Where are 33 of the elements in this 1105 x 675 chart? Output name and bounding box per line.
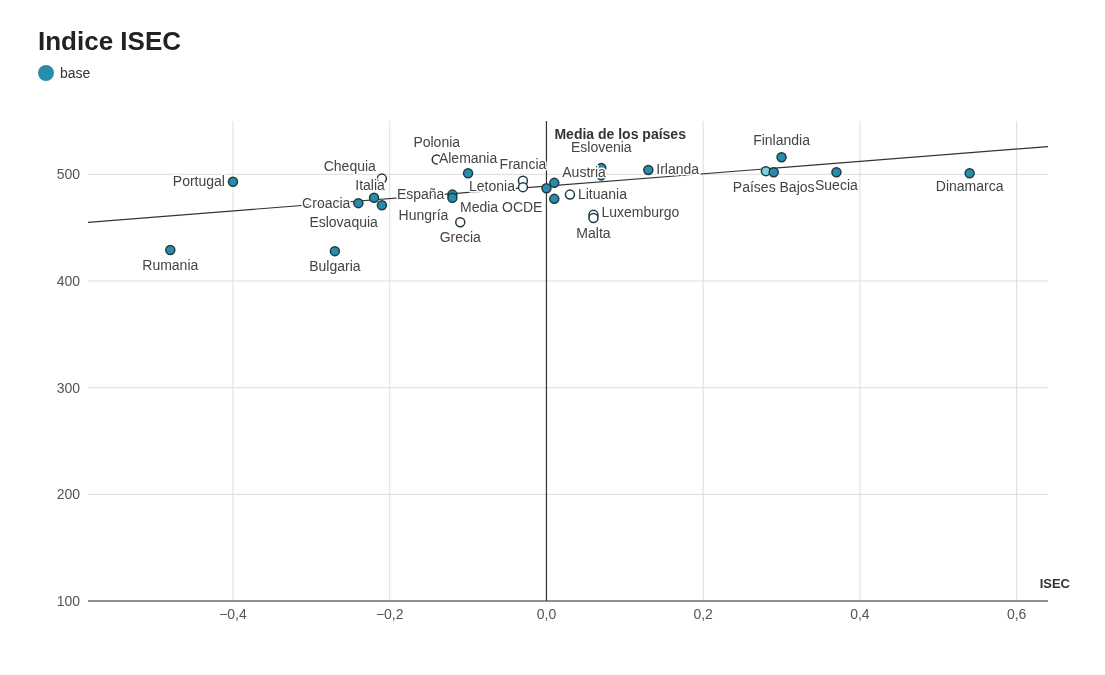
legend-label: base	[59, 65, 91, 81]
y-tick-label: 400	[56, 272, 81, 289]
annotation: Portugal	[172, 172, 225, 189]
annotation: Bulgaria	[309, 258, 361, 275]
annotation: Dinamarca	[935, 178, 1004, 195]
y-tick-label: 300	[56, 379, 81, 396]
annotation: Luxemburgo	[601, 203, 680, 220]
annotation: Finlandia	[753, 132, 811, 149]
annotation: Suecia	[815, 177, 859, 194]
annotation: Rumania	[142, 257, 199, 274]
x-axis-title: ISEC	[1039, 576, 1071, 592]
y-tick-label: 200	[56, 486, 81, 503]
chart-title: Indice ISEC	[37, 25, 183, 57]
y-tick-label: 500	[56, 166, 81, 183]
annotation: Eslovaquia	[309, 214, 379, 231]
x-tick-label: 0,6	[1006, 605, 1027, 622]
annotation: Grecia	[439, 229, 482, 246]
annotation: Polonia	[413, 134, 461, 151]
annotation: Media OCDE	[459, 199, 543, 216]
annotation: Letonia	[469, 178, 516, 195]
annotation: Malta	[576, 225, 611, 242]
x-tick-label: 0,0	[536, 605, 557, 622]
x-tick-label: 0,2	[693, 605, 714, 622]
annotation: Chequia	[323, 157, 377, 174]
annotation: Países Bajos	[732, 179, 815, 196]
annotation: Italia	[355, 176, 386, 193]
y-tick-label: 100	[56, 592, 81, 609]
x-tick-label: −0,2	[375, 605, 404, 622]
annotation: Irlanda	[656, 161, 700, 178]
annotation: Hungría	[398, 206, 449, 223]
x-tick-label: −0,4	[219, 605, 248, 622]
x-tick-label: 0,4	[850, 605, 870, 622]
annotation: Lituania	[577, 185, 628, 202]
